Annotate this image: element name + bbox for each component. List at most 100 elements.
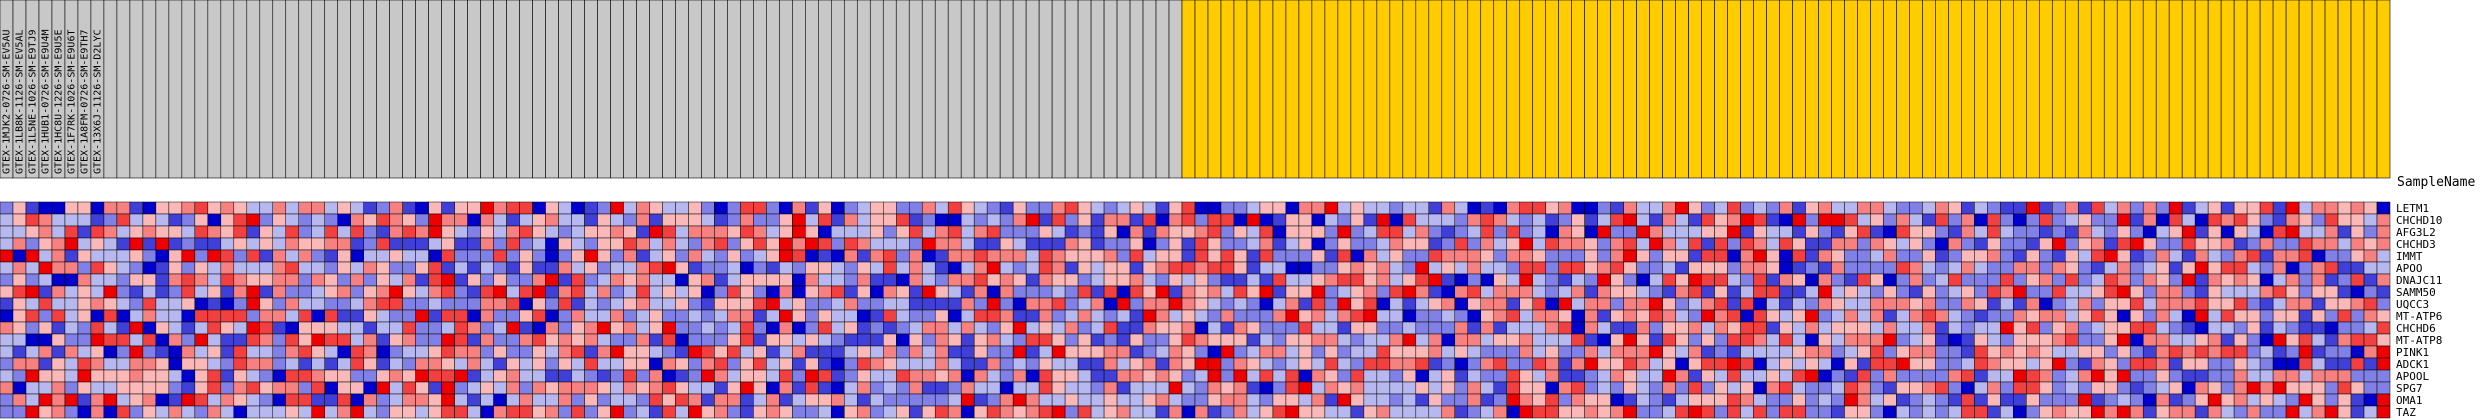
heatmap-cell — [2000, 285, 2014, 299]
heatmap-cell — [1298, 249, 1313, 263]
heatmap-cell — [454, 345, 468, 359]
heatmap-cell — [986, 285, 1001, 299]
heatmap-cell — [844, 345, 858, 359]
heatmap-cell — [1831, 225, 1845, 239]
heatmap-cell — [2103, 381, 2118, 395]
heatmap-cell — [1181, 297, 1196, 311]
heatmap-cell — [2103, 237, 2118, 251]
heatmap-cell — [2298, 297, 2313, 311]
heatmap-cell — [818, 285, 832, 299]
heatmap-cell — [1012, 273, 1027, 287]
heatmap-cell — [441, 261, 455, 275]
heatmap-cell — [90, 381, 105, 395]
column-header-cell — [2194, 0, 2209, 179]
heatmap-cell — [51, 237, 66, 251]
heatmap-cell — [766, 249, 780, 263]
heatmap-cell — [2285, 273, 2300, 287]
heatmap-cell — [805, 213, 819, 227]
heatmap-cell — [1454, 213, 1469, 227]
heatmap-cell — [1051, 381, 1066, 395]
heatmap-cell — [233, 261, 248, 275]
heatmap-cell — [246, 321, 261, 335]
heatmap-cell — [649, 273, 663, 287]
heatmap-cell — [194, 333, 209, 347]
heatmap-cell — [883, 225, 897, 239]
heatmap-cell — [1896, 381, 1910, 395]
heatmap-cell — [1389, 261, 1404, 275]
heatmap-cell — [571, 213, 585, 227]
heatmap-cell — [1935, 201, 1949, 215]
heatmap-cell — [1935, 357, 1949, 371]
heatmap-cell — [1012, 357, 1027, 371]
heatmap-cell — [2052, 285, 2066, 299]
heatmap-cell — [155, 357, 170, 371]
heatmap-cell — [168, 273, 183, 287]
heatmap-cell — [1168, 249, 1183, 263]
heatmap-cell — [545, 357, 559, 371]
column-header-cell — [792, 0, 806, 179]
heatmap-cell — [1493, 273, 1507, 287]
column-header-cell — [454, 0, 468, 179]
heatmap-cell — [1311, 225, 1326, 239]
heatmap-cell — [363, 381, 377, 395]
heatmap-cell — [818, 405, 832, 419]
heatmap-cell — [1285, 201, 1300, 215]
heatmap-cell — [1194, 357, 1209, 371]
heatmap-cell — [844, 405, 858, 419]
heatmap-cell — [818, 261, 832, 275]
heatmap-cell — [480, 261, 494, 275]
column-header-cell — [506, 0, 520, 179]
heatmap-cell — [2311, 285, 2326, 299]
heatmap-cell — [311, 309, 325, 323]
column-header-cell — [2350, 0, 2365, 179]
heatmap-cell — [168, 237, 183, 251]
heatmap-cell — [934, 357, 949, 371]
heatmap-cell — [116, 321, 131, 335]
heatmap-cell — [129, 237, 144, 251]
heatmap-cell — [1441, 369, 1456, 383]
heatmap-cell — [428, 333, 442, 347]
heatmap-cell — [519, 333, 533, 347]
heatmap-cell — [2091, 369, 2105, 383]
heatmap-cell — [1857, 333, 1871, 347]
heatmap-cell — [142, 261, 157, 275]
heatmap-cell — [1155, 381, 1170, 395]
heatmap-cell — [441, 225, 455, 239]
heatmap-cell — [1246, 297, 1261, 311]
heatmap-cell — [2298, 261, 2313, 275]
heatmap-cell — [1506, 369, 1520, 383]
heatmap-cell — [2078, 381, 2092, 395]
heatmap-cell — [1272, 357, 1287, 371]
column-header-cell — [519, 0, 533, 179]
heatmap-cell — [960, 237, 975, 251]
heatmap-cell — [2376, 345, 2391, 359]
heatmap-cell — [0, 225, 14, 239]
heatmap-cell — [2207, 333, 2222, 347]
heatmap-cell — [2078, 393, 2092, 407]
heatmap-cell — [1012, 249, 1027, 263]
heatmap-cell — [25, 393, 40, 407]
heatmap-cell — [1948, 273, 1962, 287]
heatmap-cell — [428, 393, 442, 407]
heatmap-cell — [857, 213, 871, 227]
heatmap-cell — [2324, 273, 2339, 287]
heatmap-cell — [753, 297, 767, 311]
heatmap-cell — [1311, 261, 1326, 275]
heatmap-cell — [766, 321, 780, 335]
heatmap-cell — [2220, 357, 2235, 371]
heatmap-cell — [389, 237, 403, 251]
heatmap-cell — [1298, 201, 1313, 215]
heatmap-cell — [324, 225, 338, 239]
heatmap-cell — [1818, 273, 1832, 287]
heatmap-cell — [753, 225, 767, 239]
heatmap-cell — [1103, 405, 1118, 419]
column-header-cell — [207, 0, 222, 179]
heatmap-cell — [2363, 249, 2378, 263]
heatmap-cell — [714, 201, 728, 215]
heatmap-cell — [2285, 345, 2300, 359]
heatmap-cell — [545, 321, 559, 335]
heatmap-cell — [2142, 369, 2157, 383]
heatmap-cell — [1857, 285, 1871, 299]
heatmap-cell — [2285, 357, 2300, 371]
heatmap-cell — [831, 249, 845, 263]
